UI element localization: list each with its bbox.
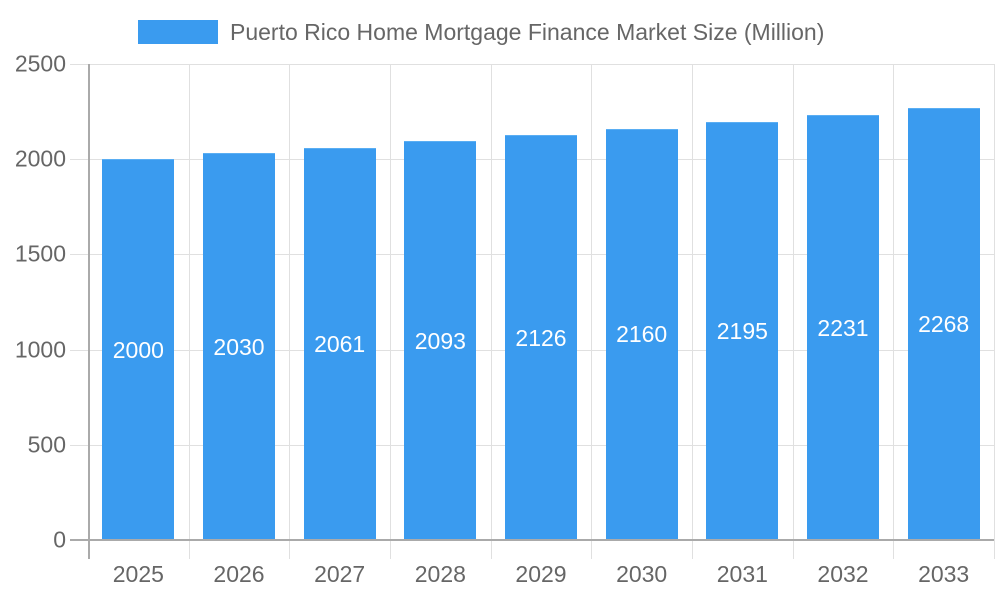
x-tick-label: 2029 bbox=[515, 561, 567, 587]
x-axis-line bbox=[70, 539, 994, 541]
x-tick-label: 2031 bbox=[716, 561, 768, 587]
v-gridline bbox=[893, 64, 894, 559]
bar-2029[interactable]: 2126 bbox=[505, 135, 577, 540]
legend-swatch bbox=[138, 20, 218, 44]
x-tick-label: 2028 bbox=[414, 561, 466, 587]
bar-value-label: 2126 bbox=[515, 324, 567, 351]
bar-value-label: 2030 bbox=[213, 333, 265, 360]
legend-label: Puerto Rico Home Mortgage Finance Market… bbox=[230, 19, 825, 45]
y-tick-label: 1000 bbox=[14, 336, 66, 363]
x-tick-label: 2032 bbox=[817, 561, 869, 587]
bar-value-label: 2093 bbox=[414, 327, 466, 354]
bar-2027[interactable]: 2061 bbox=[303, 147, 376, 540]
y-tick-label: 2000 bbox=[14, 145, 66, 172]
y-tick-label: 2500 bbox=[14, 50, 66, 77]
x-tick-label: 2033 bbox=[918, 561, 970, 587]
bar-2032[interactable]: 2231 bbox=[807, 115, 879, 540]
v-gridline bbox=[390, 64, 391, 559]
v-gridline bbox=[289, 64, 290, 559]
y-tick-label: 500 bbox=[27, 431, 66, 458]
x-tick-label: 2025 bbox=[112, 561, 164, 587]
bar-2030[interactable]: 2160 bbox=[605, 128, 678, 540]
v-gridline bbox=[994, 64, 995, 559]
bar-value-label: 2000 bbox=[112, 336, 164, 363]
bar-2025[interactable]: 2000 bbox=[102, 159, 175, 540]
v-gridline bbox=[591, 64, 592, 559]
v-gridline bbox=[793, 64, 794, 559]
bar-value-label: 2061 bbox=[314, 330, 366, 357]
bar-2026[interactable]: 2030 bbox=[203, 153, 275, 540]
y-tick-label: 0 bbox=[53, 526, 66, 553]
bar-value-label: 2160 bbox=[616, 321, 668, 348]
x-tick-label: 2027 bbox=[314, 561, 366, 587]
bar-value-label: 2268 bbox=[918, 311, 970, 338]
v-gridline bbox=[692, 64, 693, 559]
bar-value-label: 2195 bbox=[716, 318, 768, 345]
bar-2031[interactable]: 2195 bbox=[706, 122, 779, 540]
y-tick-label: 1500 bbox=[14, 240, 66, 267]
v-gridline bbox=[189, 64, 190, 559]
bar-2033[interactable]: 2268 bbox=[907, 108, 980, 540]
bar-2028[interactable]: 2093 bbox=[404, 141, 477, 540]
v-gridline bbox=[491, 64, 492, 559]
y-axis-line bbox=[88, 64, 90, 559]
bar-value-label: 2231 bbox=[817, 314, 869, 341]
h-gridline bbox=[70, 64, 994, 65]
chart-legend[interactable]: Puerto Rico Home Mortgage Finance Market… bbox=[0, 18, 1000, 46]
x-tick-label: 2026 bbox=[213, 561, 265, 587]
x-tick-label: 2030 bbox=[616, 561, 668, 587]
